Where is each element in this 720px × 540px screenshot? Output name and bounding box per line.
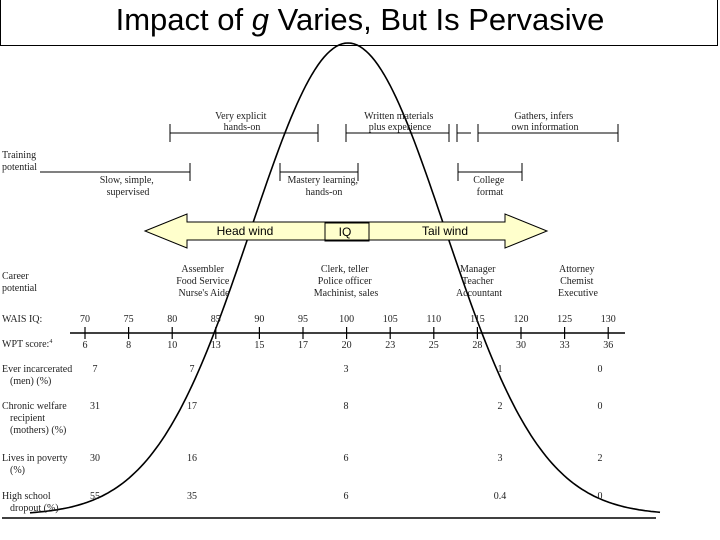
outcome-value: 3 bbox=[344, 364, 349, 375]
training-upper-row bbox=[169, 124, 619, 142]
outcome-value: 3 bbox=[498, 453, 503, 464]
wpt-value: 17 bbox=[298, 340, 308, 351]
iq-label-box bbox=[324, 222, 370, 242]
outcome-value: 2 bbox=[598, 453, 603, 464]
outcome-label: Ever incarcerated (men) (%) bbox=[2, 364, 72, 387]
outcome-label: Chronic welfare recipient (mothers) (%) bbox=[2, 401, 67, 436]
outcome-label: Lives in poverty (%) bbox=[2, 453, 68, 476]
wais-label: WAIS IQ: bbox=[2, 314, 42, 325]
outcome-value: 55 bbox=[90, 491, 100, 502]
wpt-value: 10 bbox=[167, 340, 177, 351]
outcome-value: 7 bbox=[190, 364, 195, 375]
wais-value: 120 bbox=[514, 314, 529, 325]
wais-value: 85 bbox=[211, 314, 221, 325]
scale-ticks bbox=[84, 327, 609, 339]
bell-curve bbox=[29, 42, 661, 514]
wpt-value: 13 bbox=[211, 340, 221, 351]
career-group-manager: Manager Teacher Accountant bbox=[456, 264, 502, 299]
training-mastery-learning: Mastery learning, hands-on bbox=[287, 175, 360, 198]
wpt-label: WPT score:4 bbox=[2, 339, 52, 350]
title-italic-g: g bbox=[251, 2, 269, 37]
wais-value: 95 bbox=[298, 314, 308, 325]
wais-value: 130 bbox=[601, 314, 616, 325]
outcome-value: 6 bbox=[344, 491, 349, 502]
training-label: Training potential bbox=[2, 150, 39, 173]
wais-value: 125 bbox=[557, 314, 572, 325]
outcome-value: 8 bbox=[344, 401, 349, 412]
outcome-value: 16 bbox=[187, 453, 197, 464]
outcome-value: 30 bbox=[90, 453, 100, 464]
wais-value: 100 bbox=[339, 314, 354, 325]
outcome-value: 35 bbox=[187, 491, 197, 502]
training-lower-row bbox=[40, 163, 523, 181]
outcome-label: High school dropout (%) bbox=[2, 491, 59, 514]
wind-arrow bbox=[143, 213, 549, 249]
iq-label: IQ bbox=[339, 225, 352, 239]
wais-value: 75 bbox=[124, 314, 134, 325]
wpt-value: 15 bbox=[254, 340, 264, 351]
outcome-value: 0 bbox=[598, 364, 603, 375]
wais-value: 105 bbox=[383, 314, 398, 325]
career-group-clerk: Clerk, teller Police officer Machinist, … bbox=[314, 264, 379, 299]
training-slow-simple: Slow, simple, supervised bbox=[100, 175, 157, 198]
outcome-value: 0 bbox=[598, 491, 603, 502]
wpt-value: 8 bbox=[126, 340, 131, 351]
wpt-value: 23 bbox=[385, 340, 395, 351]
wpt-value: 25 bbox=[429, 340, 439, 351]
career-group-attorney: Attorney Chemist Executive bbox=[558, 264, 599, 299]
wais-value: 115 bbox=[470, 314, 485, 325]
outcome-value: 0.4 bbox=[494, 491, 507, 502]
head-wind-label: Head wind bbox=[217, 224, 274, 238]
wais-value: 70 bbox=[80, 314, 90, 325]
tail-wind-label: Tail wind bbox=[422, 224, 468, 238]
outcome-value: 6 bbox=[344, 453, 349, 464]
wpt-value: 30 bbox=[516, 340, 526, 351]
career-group-assembler: Assembler Food Service Nurse's Aide bbox=[176, 264, 232, 299]
wais-value: 80 bbox=[167, 314, 177, 325]
outcome-value: 0 bbox=[598, 401, 603, 412]
wpt-values: 6 8 10 13 15 17 20 23 25 28 30 33 36 bbox=[83, 340, 614, 351]
wpt-value: 20 bbox=[342, 340, 352, 351]
wais-values: 70 75 80 85 90 95 100 105 110 115 120 125 130 bbox=[80, 314, 616, 325]
outcome-value: 1 bbox=[498, 364, 503, 375]
career-label: Career potential bbox=[2, 271, 37, 294]
page-title: Impact of g Varies, But Is Pervasive bbox=[115, 2, 605, 37]
wpt-value: 28 bbox=[472, 340, 482, 351]
outcome-value: 17 bbox=[187, 401, 197, 412]
wais-value: 110 bbox=[426, 314, 441, 325]
training-very-explicit: Very explicit hands-on bbox=[215, 111, 269, 133]
outcome-value: 7 bbox=[93, 364, 98, 375]
outcome-value: 31 bbox=[90, 401, 100, 412]
outcome-value: 2 bbox=[498, 401, 503, 412]
training-written-materials: Written materials plus experience bbox=[364, 111, 436, 133]
wais-value: 90 bbox=[254, 314, 264, 325]
wpt-value: 33 bbox=[560, 340, 570, 351]
wpt-value: 6 bbox=[83, 340, 88, 351]
training-college-format: College format bbox=[473, 175, 507, 198]
training-gathers-infers: Gathers, infers own information bbox=[512, 111, 579, 133]
wpt-value: 36 bbox=[603, 340, 613, 351]
